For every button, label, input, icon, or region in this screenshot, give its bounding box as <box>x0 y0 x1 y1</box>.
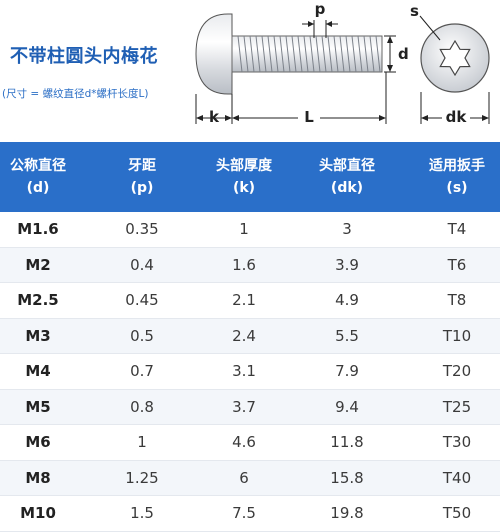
s-label: s <box>410 2 419 20</box>
table-row: M10 1.5 7.5 19.8 T50 <box>0 496 500 532</box>
cell-head-diameter: 7.9 <box>335 362 359 381</box>
cell-head-thickness: 3.7 <box>232 397 256 416</box>
table-header: 公称直径 (d) 牙距 (p) 头部厚度 (k) 头部直径 (dk) 适用扳手 (s) <box>0 142 500 212</box>
cell-wrench: T10 <box>442 326 472 345</box>
table-row: M5 0.8 3.7 9.4 T25 <box>0 389 500 425</box>
k-label: k <box>209 108 220 126</box>
product-title: 不带柱圆头内梅花 <box>10 46 158 67</box>
cell-head-thickness: 4.6 <box>232 433 256 452</box>
table-row: M6 1 4.6 11.8 T30 <box>0 425 500 461</box>
cell-wrench: T8 <box>447 291 467 310</box>
cell-pitch: 0.7 <box>130 362 154 381</box>
cell-wrench: T25 <box>442 397 472 416</box>
screw-diagram: k L p d s dk <box>195 0 490 126</box>
cell-pitch: 0.8 <box>130 397 154 416</box>
cell-diameter: M3 <box>25 326 51 345</box>
cell-diameter: M2.5 <box>17 291 59 310</box>
cell-pitch: 1.25 <box>125 468 159 487</box>
cell-pitch: 1.5 <box>130 504 154 523</box>
cell-head-diameter: 3 <box>342 220 352 239</box>
cell-pitch: 0.4 <box>130 255 154 274</box>
cell-head-thickness: 1 <box>239 220 249 239</box>
d-label: d <box>398 45 409 63</box>
cell-head-diameter: 9.4 <box>335 397 359 416</box>
cell-wrench: T40 <box>442 468 472 487</box>
table-row: M8 1.25 6 15.8 T40 <box>0 460 500 496</box>
cell-pitch: 0.35 <box>125 220 159 239</box>
cell-head-thickness: 7.5 <box>232 504 256 523</box>
screw-threads <box>237 35 381 73</box>
p-label: p <box>315 0 326 18</box>
size-formula-note: (尺寸 = 螺纹直径d*螺杆长度L) <box>2 88 149 100</box>
cell-pitch: 0.45 <box>125 291 159 310</box>
cell-diameter: M8 <box>25 468 51 487</box>
cell-head-diameter: 4.9 <box>335 291 359 310</box>
cell-head-diameter: 3.9 <box>335 255 359 274</box>
cell-head-thickness: 1.6 <box>232 255 256 274</box>
torx-socket-icon <box>439 39 471 77</box>
L-label: L <box>304 108 314 126</box>
screw-head-side <box>195 13 233 95</box>
cell-head-diameter: 19.8 <box>330 504 364 523</box>
column-header-head-thickness: 头部厚度 (k) <box>216 158 272 196</box>
table-row: M4 0.7 3.1 7.9 T20 <box>0 354 500 390</box>
column-header-diameter: 公称直径 (d) <box>10 158 66 196</box>
cell-diameter: M10 <box>20 504 56 523</box>
cell-head-thickness: 3.1 <box>232 362 256 381</box>
product-diagram-area: 不带柱圆头内梅花 (尺寸 = 螺纹直径d*螺杆长度L) k <box>0 0 500 142</box>
spec-table-body: M1.6 0.35 1 3 T4 M2 0.4 1.6 3.9 T6 M2.5 0.45 2.1 4.9 T… <box>0 212 500 532</box>
table-row: M3 0.5 2.4 5.5 T10 <box>0 318 500 354</box>
column-header-head-diameter: 头部直径 (dk) <box>319 158 375 196</box>
cell-diameter: M1.6 <box>17 220 59 239</box>
table-row: M1.6 0.35 1 3 T4 <box>0 212 500 248</box>
cell-diameter: M2 <box>25 255 51 274</box>
cell-diameter: M4 <box>25 362 51 381</box>
table-row: M2.5 0.45 2.1 4.9 T8 <box>0 283 500 319</box>
cell-head-diameter: 11.8 <box>330 433 364 452</box>
cell-diameter: M6 <box>25 433 51 452</box>
cell-head-thickness: 2.1 <box>232 291 256 310</box>
cell-head-thickness: 6 <box>239 468 249 487</box>
dk-label: dk <box>446 108 468 126</box>
cell-wrench: T6 <box>447 255 467 274</box>
cell-head-diameter: 15.8 <box>330 468 364 487</box>
cell-head-diameter: 5.5 <box>335 326 359 345</box>
cell-diameter: M5 <box>25 397 51 416</box>
cell-wrench: T4 <box>447 220 467 239</box>
table-row: M2 0.4 1.6 3.9 T6 <box>0 247 500 283</box>
cell-wrench: T20 <box>442 362 472 381</box>
cell-pitch: 1 <box>137 433 147 452</box>
column-header-pitch: 牙距 (p) <box>128 158 156 196</box>
cell-wrench: T30 <box>442 433 472 452</box>
cell-pitch: 0.5 <box>130 326 154 345</box>
cell-head-thickness: 2.4 <box>232 326 256 345</box>
cell-wrench: T50 <box>442 504 472 523</box>
column-header-wrench: 适用扳手 (s) <box>429 158 485 196</box>
